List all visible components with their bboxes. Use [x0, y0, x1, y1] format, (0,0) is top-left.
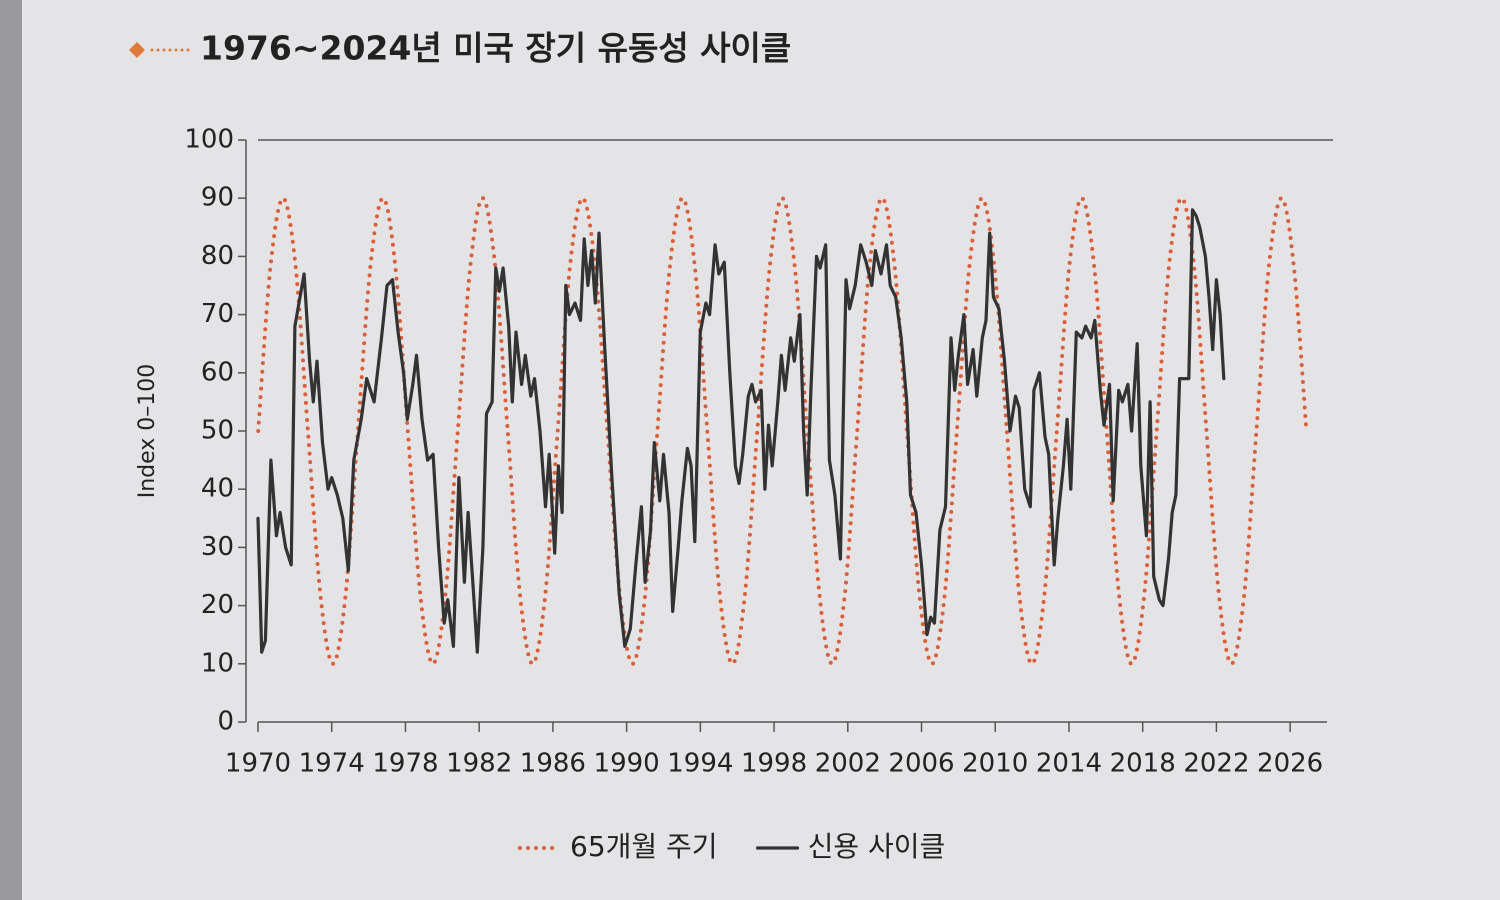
- y-tick-label: 40: [201, 474, 234, 504]
- y-tick-label: 0: [217, 707, 234, 737]
- chart-title: 1976~2024년 미국 장기 유동성 사이클: [200, 29, 791, 68]
- x-tick-label: 1978: [372, 749, 438, 779]
- page-edge: [0, 0, 22, 900]
- x-tick-label: 2006: [888, 749, 954, 779]
- y-tick-label: 60: [201, 357, 234, 387]
- y-tick-label: 10: [201, 648, 234, 678]
- legend-label: 65개월 주기: [570, 830, 718, 863]
- y-tick-label: 70: [201, 299, 234, 329]
- x-tick-label: 2026: [1257, 749, 1323, 779]
- y-tick-label: 100: [184, 125, 234, 155]
- x-tick-label: 2022: [1183, 749, 1249, 779]
- credit-line: [256, 208, 1226, 654]
- x-tick-label: 1998: [741, 749, 807, 779]
- x-tick-label: 1986: [520, 749, 586, 779]
- x-tick-label: 1994: [667, 749, 733, 779]
- y-tick-label: 80: [201, 241, 234, 271]
- y-tick-label: 90: [201, 183, 234, 213]
- legend-label: 신용 사이클: [808, 830, 946, 863]
- y-axis-label: Index 0–100: [135, 364, 160, 499]
- x-tick-label: 1990: [594, 749, 660, 779]
- x-tick-label: 2010: [962, 749, 1028, 779]
- y-tick-label: 30: [201, 532, 234, 562]
- x-tick-label: 1974: [299, 749, 365, 779]
- x-tick-label: 1982: [446, 749, 512, 779]
- x-tick-label: 1970: [225, 749, 291, 779]
- x-tick-label: 2014: [1036, 749, 1102, 779]
- x-tick-label: 2002: [815, 749, 881, 779]
- cycle-line: [256, 196, 1309, 666]
- x-tick-label: 2018: [1110, 749, 1176, 779]
- title-diamond: [129, 42, 145, 58]
- y-tick-label: 50: [201, 416, 234, 446]
- y-tick-label: 20: [201, 590, 234, 620]
